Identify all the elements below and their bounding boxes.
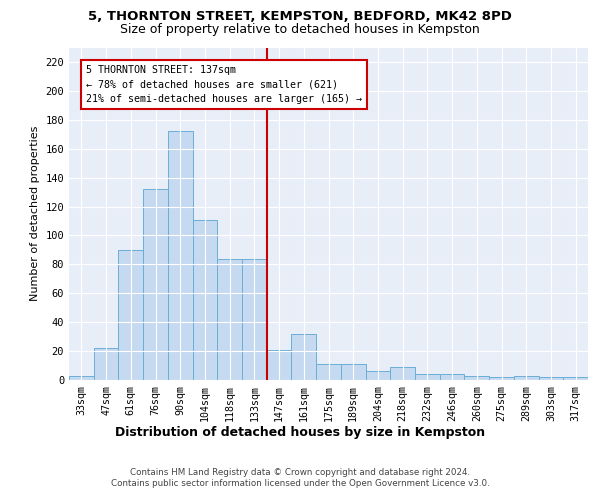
Bar: [440, 374, 464, 380]
Bar: [118, 250, 143, 380]
Bar: [267, 350, 292, 380]
Bar: [489, 377, 514, 380]
Bar: [390, 367, 415, 380]
Text: 5, THORNTON STREET, KEMPSTON, BEDFORD, MK42 8PD: 5, THORNTON STREET, KEMPSTON, BEDFORD, M…: [88, 10, 512, 23]
Bar: [69, 376, 94, 380]
Bar: [365, 372, 390, 380]
Bar: [563, 377, 588, 380]
Text: Contains public sector information licensed under the Open Government Licence v3: Contains public sector information licen…: [110, 479, 490, 488]
Text: Size of property relative to detached houses in Kempston: Size of property relative to detached ho…: [120, 22, 480, 36]
Text: Contains HM Land Registry data © Crown copyright and database right 2024.: Contains HM Land Registry data © Crown c…: [130, 468, 470, 477]
Bar: [316, 364, 341, 380]
Bar: [292, 334, 316, 380]
Text: 5 THORNTON STREET: 137sqm
← 78% of detached houses are smaller (621)
21% of semi: 5 THORNTON STREET: 137sqm ← 78% of detac…: [86, 65, 362, 104]
Bar: [464, 376, 489, 380]
Bar: [193, 220, 217, 380]
Bar: [514, 376, 539, 380]
Bar: [217, 258, 242, 380]
Text: Distribution of detached houses by size in Kempston: Distribution of detached houses by size …: [115, 426, 485, 439]
Bar: [539, 377, 563, 380]
Bar: [94, 348, 118, 380]
Bar: [168, 132, 193, 380]
Bar: [341, 364, 365, 380]
Bar: [415, 374, 440, 380]
Bar: [242, 258, 267, 380]
Bar: [143, 189, 168, 380]
Y-axis label: Number of detached properties: Number of detached properties: [30, 126, 40, 302]
